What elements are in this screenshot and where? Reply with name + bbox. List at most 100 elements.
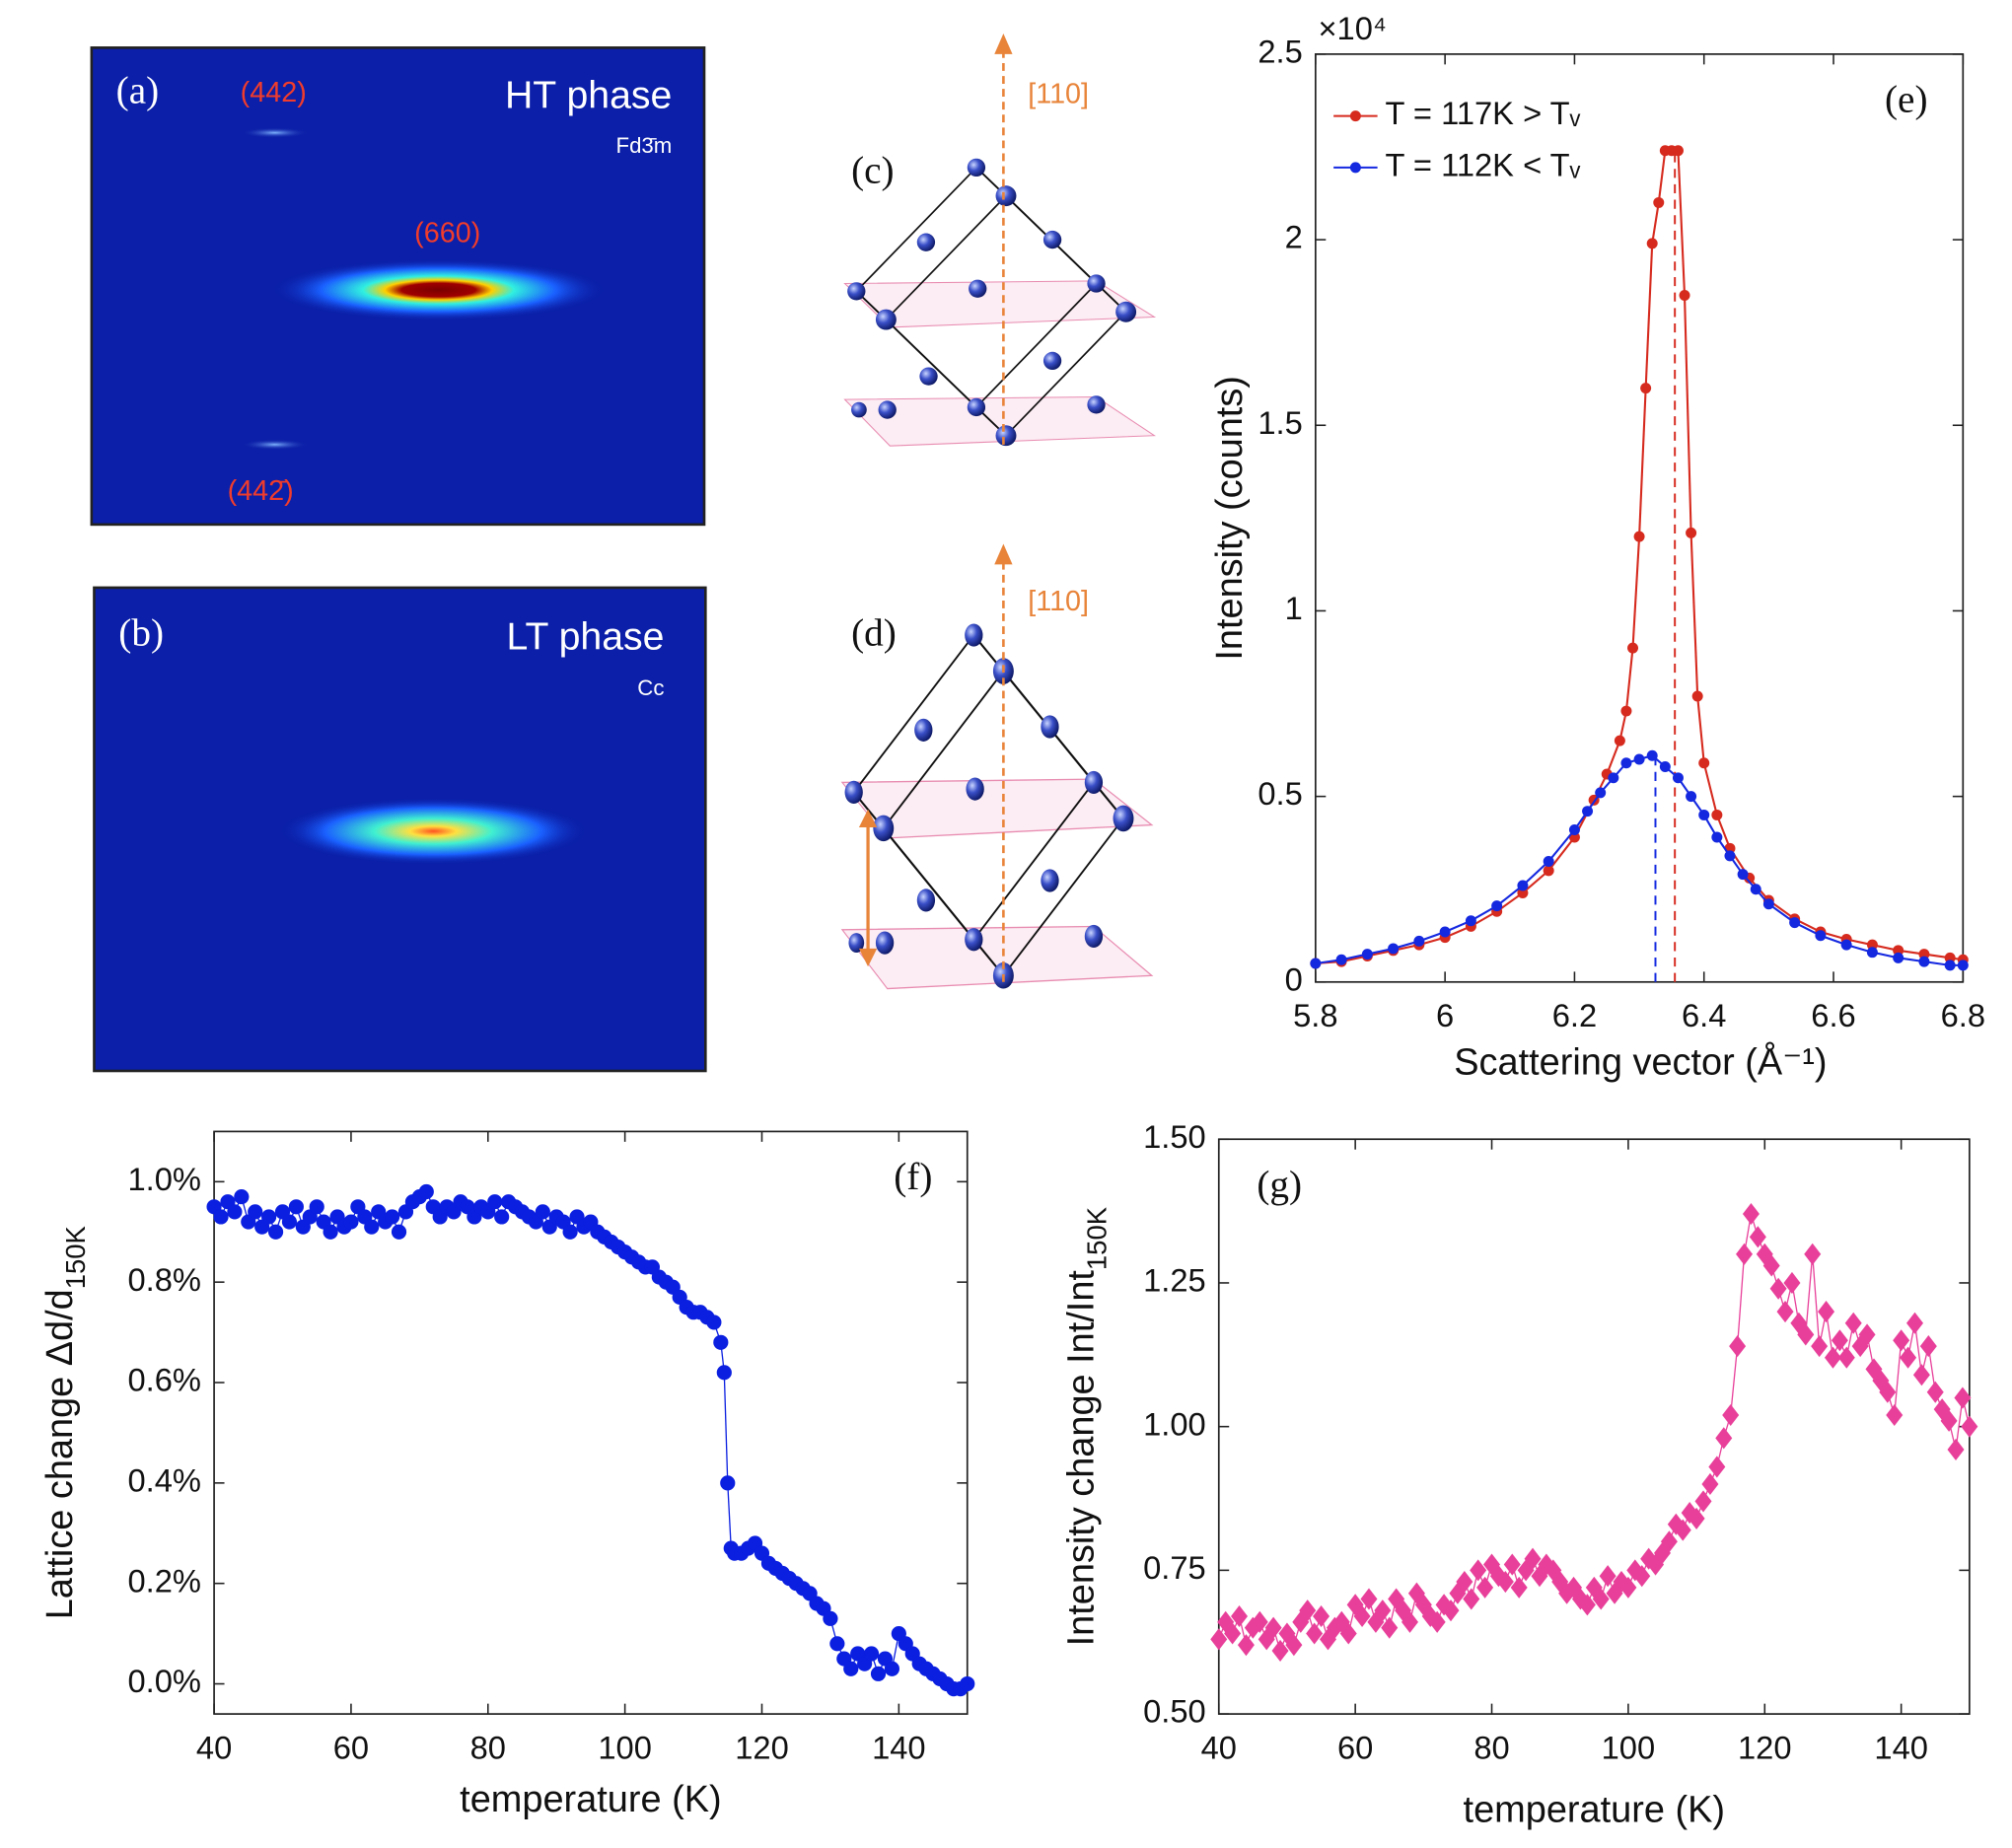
data-marker bbox=[1844, 1312, 1862, 1334]
data-marker bbox=[1476, 1576, 1494, 1599]
data-marker bbox=[234, 1189, 250, 1205]
axis-multiplier: ×10⁴ bbox=[1318, 10, 1386, 46]
data-marker bbox=[1715, 1427, 1733, 1450]
data-marker bbox=[1503, 1553, 1521, 1576]
data-marker bbox=[1918, 949, 1930, 960]
data-marker bbox=[1762, 898, 1774, 910]
y-tick-label: 0.8% bbox=[127, 1261, 201, 1298]
data-marker bbox=[843, 1661, 859, 1676]
plot-frame bbox=[1314, 53, 1965, 983]
data-marker bbox=[1879, 1381, 1897, 1403]
data-marker bbox=[1698, 809, 1710, 820]
y-tick-label: 1.0% bbox=[127, 1161, 201, 1197]
x-tick-label: 80 bbox=[1473, 1729, 1509, 1765]
data-marker bbox=[213, 1209, 229, 1225]
x-axis-label: temperature (K) bbox=[1464, 1789, 1726, 1830]
x-tick-label: 5.8 bbox=[1293, 997, 1337, 1033]
data-marker bbox=[1711, 831, 1723, 843]
data-marker bbox=[1517, 887, 1529, 898]
data-marker bbox=[1306, 1622, 1324, 1645]
data-marker bbox=[1407, 1582, 1425, 1604]
data-marker bbox=[1694, 1490, 1712, 1513]
x-tick-label: 60 bbox=[333, 1729, 369, 1765]
y-tick-label: 1.25 bbox=[1143, 1262, 1206, 1299]
reflection-label: (660) bbox=[414, 217, 480, 249]
data-marker bbox=[1722, 1403, 1740, 1427]
x-tick-label: 40 bbox=[1201, 1729, 1237, 1765]
data-marker bbox=[1818, 1301, 1835, 1323]
legend-label: T = 117K > Tᵥ bbox=[1385, 95, 1580, 131]
data-marker bbox=[1831, 1329, 1848, 1352]
phase-label: HT phase bbox=[505, 75, 672, 117]
data-marker bbox=[1701, 1472, 1719, 1495]
data-marker bbox=[1872, 1369, 1890, 1392]
data-marker bbox=[1926, 1381, 1944, 1403]
data-marker bbox=[1231, 1604, 1249, 1628]
data-marker bbox=[1660, 1530, 1678, 1553]
panel-label: (e) bbox=[1885, 79, 1928, 121]
data-marker bbox=[1353, 1604, 1371, 1628]
data-marker bbox=[1940, 1409, 1958, 1432]
direction-label: [110] bbox=[1028, 78, 1089, 109]
data-marker bbox=[1672, 145, 1684, 157]
data-marker bbox=[1633, 753, 1645, 765]
series-line bbox=[1315, 754, 1964, 966]
data-marker bbox=[1524, 1547, 1542, 1570]
data-marker bbox=[1640, 383, 1652, 394]
data-marker bbox=[1783, 1271, 1801, 1294]
legend-label: T = 112K < Tᵥ bbox=[1385, 147, 1580, 183]
phase-label: LT phase bbox=[507, 616, 665, 659]
data-marker bbox=[1919, 1335, 1937, 1358]
data-marker bbox=[1811, 1335, 1829, 1358]
data-marker bbox=[1319, 1628, 1336, 1651]
data-marker bbox=[863, 1646, 880, 1662]
data-marker bbox=[884, 1661, 899, 1676]
x-tick-label: 60 bbox=[1337, 1729, 1373, 1765]
x-tick-label: 100 bbox=[1602, 1729, 1656, 1765]
data-marker bbox=[1749, 1226, 1766, 1248]
crystal-c: [110] (c) bbox=[843, 33, 1156, 448]
y-tick-label: 0.6% bbox=[127, 1362, 201, 1398]
y-tick-label: 2 bbox=[1285, 219, 1303, 255]
detector-image-b: (b) LT phase Cc bbox=[93, 586, 707, 1073]
panel-label: (g) bbox=[1257, 1164, 1302, 1206]
data-marker bbox=[562, 1224, 578, 1240]
data-marker bbox=[1797, 1323, 1815, 1346]
data-marker bbox=[1886, 1403, 1904, 1427]
y-axis-label-text: Intensity change Int/Int bbox=[1060, 1270, 1102, 1647]
data-marker bbox=[1686, 527, 1697, 538]
data-marker bbox=[1686, 791, 1697, 803]
data-marker bbox=[323, 1224, 338, 1240]
detector-image-a: (a) (442) (660) (442̄) HT phase Fd3̄m bbox=[90, 46, 706, 527]
panel-label: (b) bbox=[118, 612, 164, 655]
data-marker bbox=[716, 1365, 732, 1381]
data-marker bbox=[1866, 947, 1878, 959]
data-marker bbox=[1653, 196, 1665, 208]
data-marker bbox=[1278, 1622, 1296, 1645]
x-tick-label: 6 bbox=[1436, 997, 1454, 1033]
data-marker bbox=[1646, 238, 1658, 249]
data-marker bbox=[1285, 1634, 1303, 1657]
y-tick-label: 0 bbox=[1285, 960, 1303, 997]
y-tick-label: 0.4% bbox=[127, 1461, 201, 1498]
data-marker bbox=[1724, 850, 1736, 862]
panel-label: (f) bbox=[894, 1156, 932, 1198]
data-marker bbox=[1750, 884, 1761, 895]
data-marker bbox=[1711, 809, 1723, 820]
data-marker bbox=[1264, 1616, 1282, 1639]
data-marker bbox=[1918, 956, 1930, 967]
data-marker bbox=[391, 1224, 407, 1240]
data-marker bbox=[227, 1204, 243, 1220]
data-marker bbox=[1674, 1519, 1691, 1541]
data-marker bbox=[1361, 949, 1373, 960]
data-marker bbox=[1893, 952, 1904, 963]
data-marker bbox=[1769, 1277, 1787, 1300]
chart: 40 60 80 100 120 140 0.50 0.75 1.00 1.25 1.50 tempe… bbox=[1060, 1118, 1978, 1830]
data-marker bbox=[1251, 1610, 1268, 1633]
data-marker bbox=[1679, 290, 1690, 302]
data-marker bbox=[261, 1209, 277, 1225]
y-axis-label: Intensity (counts) bbox=[1209, 376, 1251, 661]
data-marker bbox=[1672, 772, 1684, 784]
data-marker bbox=[1804, 1243, 1822, 1265]
